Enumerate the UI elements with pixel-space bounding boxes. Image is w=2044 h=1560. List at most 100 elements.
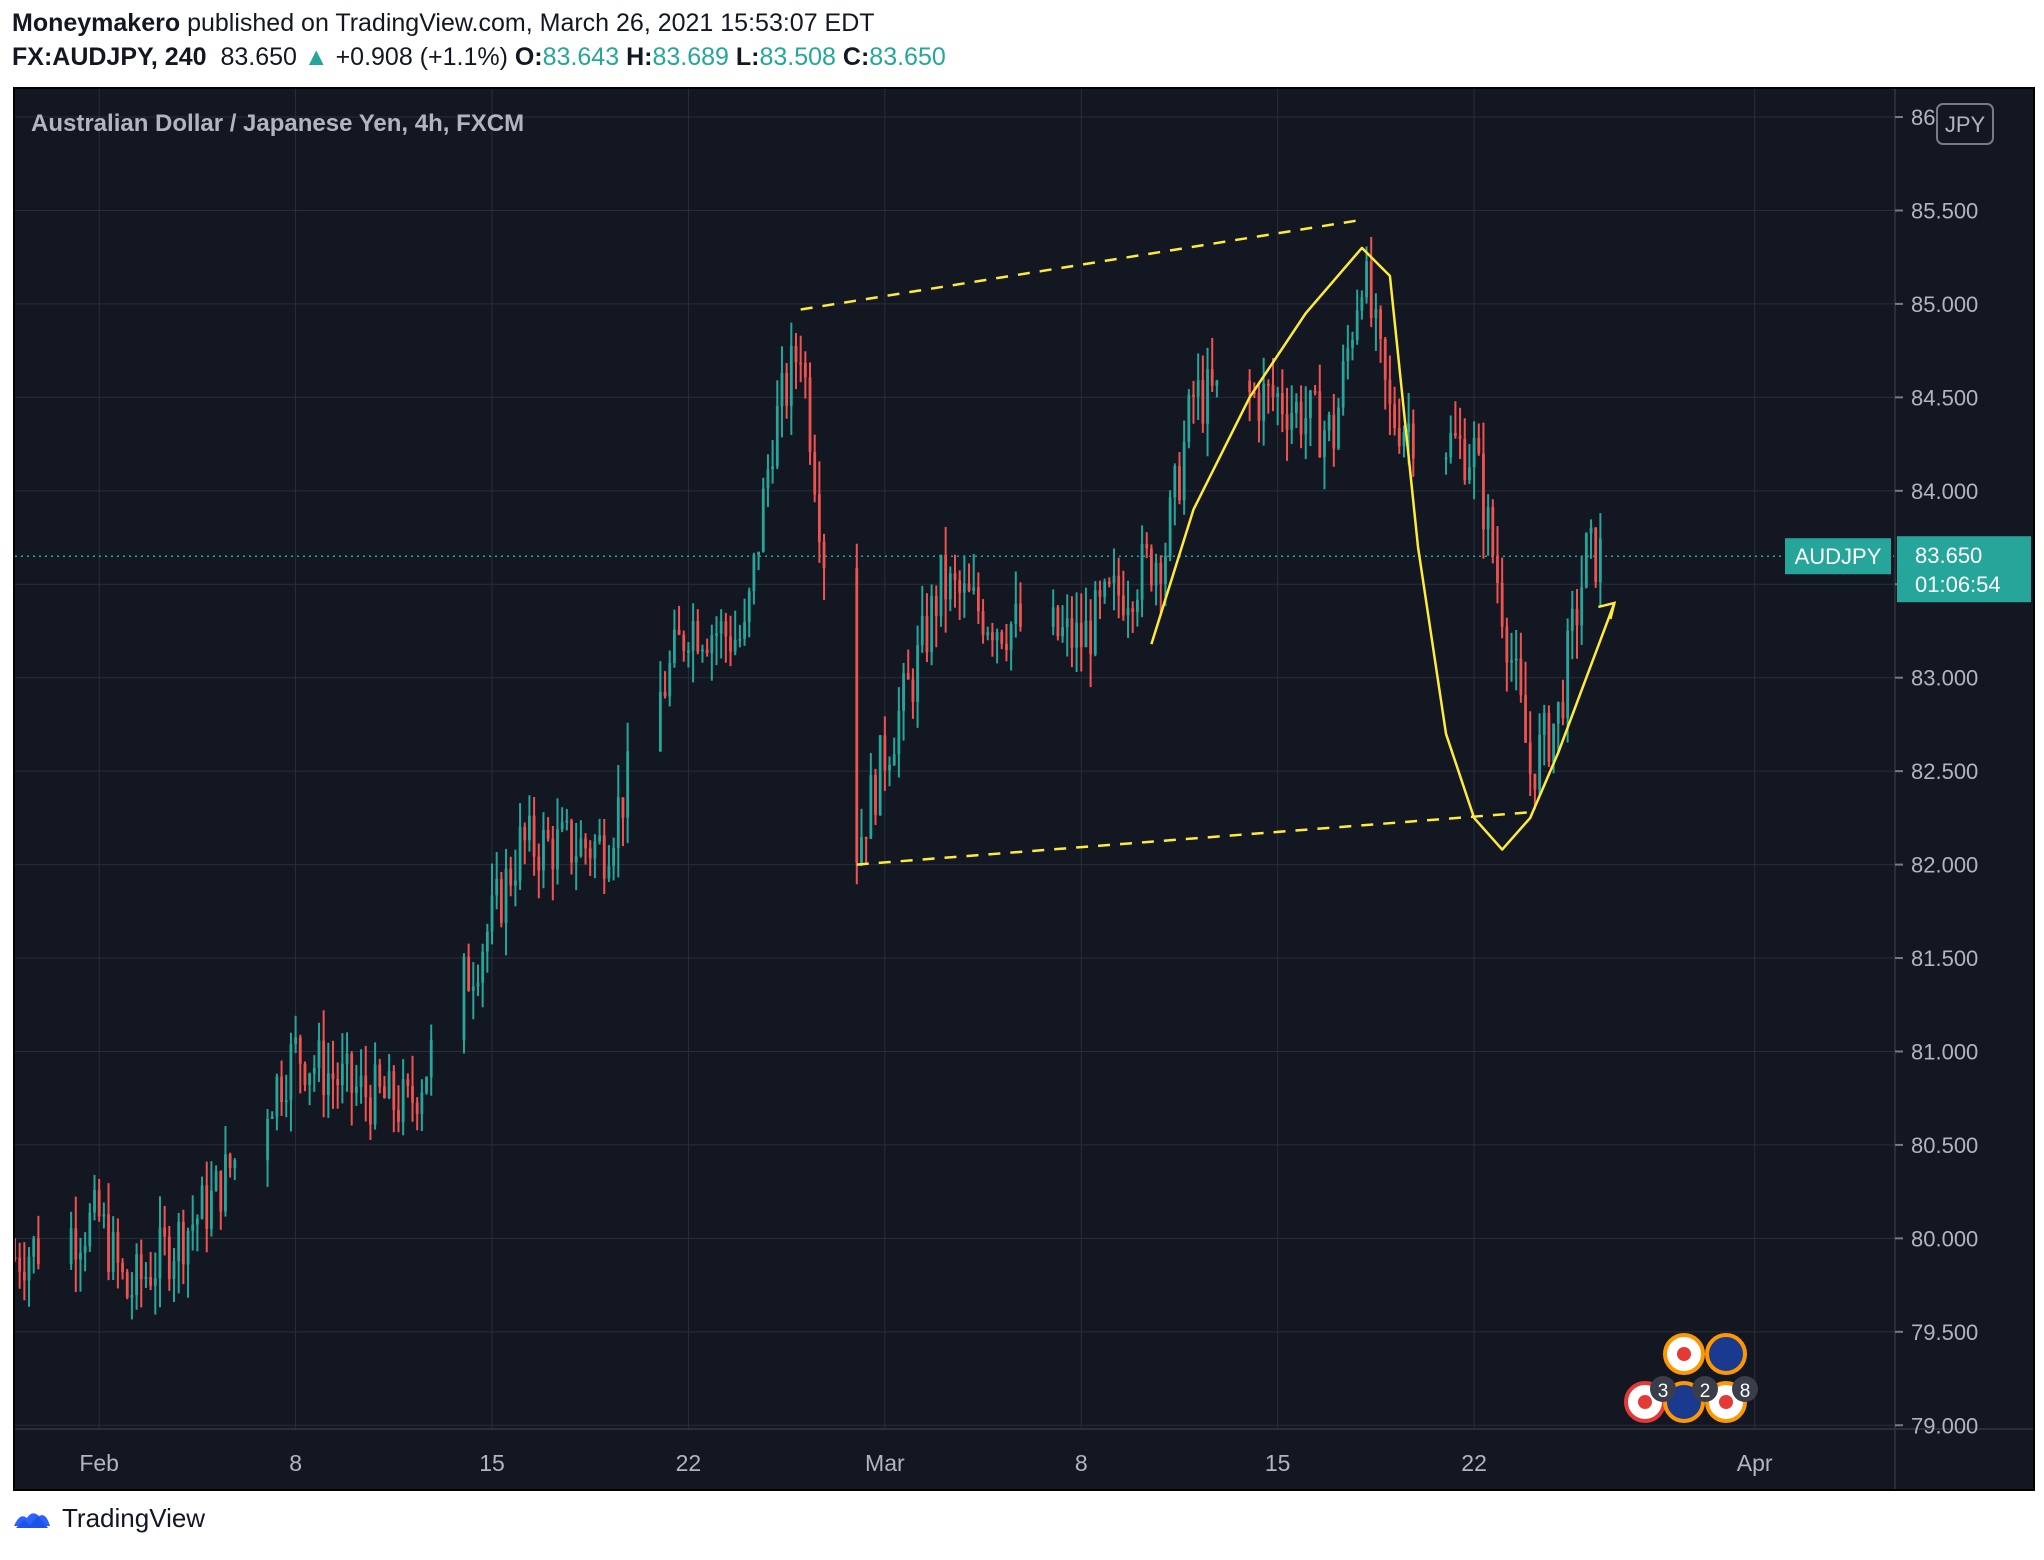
candle-body-down (22, 1271, 26, 1281)
freehand-curve (1150, 246, 1616, 851)
currency-badge[interactable] (1936, 103, 1994, 145)
candle-body-down (925, 615, 929, 653)
candle-body-up (761, 488, 765, 552)
candle-body-down (1313, 390, 1317, 393)
candle-body-up (715, 633, 718, 636)
candle-body-up (668, 662, 672, 697)
candle-body-up (481, 951, 485, 983)
candle-body-down (808, 377, 812, 453)
chart-panel[interactable]: 79.000 79.500 80.000 80.500 81.000 81.500 82.0… (13, 87, 2035, 1491)
candle-body-up (1538, 734, 1541, 790)
candle-body-up (191, 1224, 195, 1231)
candle-body-down (1192, 394, 1195, 397)
candle-body-down (1070, 618, 1074, 648)
trend-line (800, 218, 1363, 311)
candle-body-up (691, 621, 695, 651)
time-axis[interactable]: Feb 8 15 22 Mar 8 15 22 Apr (79, 1450, 1773, 1476)
candle-body-down (1496, 555, 1499, 583)
y-tick-label: 85.500 (1911, 198, 1978, 223)
candle-body-up (266, 1118, 269, 1161)
candle-body-up (743, 622, 746, 640)
candle-body-up (1126, 608, 1130, 616)
candle-body-up (1009, 624, 1013, 651)
candle-body-down (15, 1257, 17, 1260)
candle-body-down (1383, 339, 1387, 380)
candle-body-up (1309, 390, 1312, 419)
candle-body-down (322, 1040, 326, 1096)
candle-body-down (1159, 562, 1163, 585)
x-tick-label: Mar (865, 1450, 905, 1476)
author-name[interactable]: Moneymakero (12, 9, 181, 37)
candle-body-up (1552, 723, 1556, 762)
candle-body-down (1252, 392, 1256, 395)
candle-body-down (546, 829, 550, 839)
jp-flag-dot-icon (1719, 1395, 1733, 1409)
candle-body-up (102, 1214, 106, 1217)
candle-body-down (1505, 626, 1509, 663)
candle-body-down (1519, 658, 1523, 696)
chart-svg[interactable]: 79.000 79.500 80.000 80.500 81.000 81.500 82.0… (15, 89, 2033, 1489)
candle-body-up (1472, 437, 1476, 468)
candle-body-up (308, 1073, 312, 1085)
currency-badge-label: JPY (1945, 112, 1986, 137)
y-tick-label: 84.000 (1911, 479, 1978, 504)
candle-body-up (401, 1079, 405, 1122)
candle-body-down (1079, 622, 1083, 648)
candle-body-down (181, 1221, 185, 1265)
candle-body-down (1257, 392, 1261, 421)
candle-body-up (485, 931, 489, 952)
price-axis[interactable]: 79.000 79.500 80.000 80.500 81.000 81.500 82.0… (1895, 105, 1978, 1438)
candle-body-up (312, 1067, 316, 1074)
y-tick-label: 79.000 (1911, 1413, 1978, 1438)
price-badge-symbol: AUDJPY (1795, 544, 1882, 569)
candle-body-down (364, 1075, 368, 1098)
high-value: 83.689 (652, 43, 729, 71)
candle-body-down (18, 1257, 22, 1272)
event-markers[interactable]: 3 2 8 (1624, 1333, 1758, 1423)
candle-body-up (1051, 607, 1055, 627)
last-price: 83.650 (220, 43, 297, 71)
candle-body-down (1131, 608, 1135, 613)
arrow-head-icon (1598, 601, 1617, 620)
candle-body-down (551, 838, 555, 870)
candle-body-up (752, 554, 756, 592)
candle-body-down (911, 679, 915, 702)
candle-body-down (817, 494, 821, 542)
candle-body-up (345, 1053, 349, 1064)
candle-body-down (976, 587, 980, 612)
candle-body-up (32, 1238, 36, 1257)
candle-body-down (383, 1086, 386, 1098)
candle-body-up (513, 880, 517, 886)
trend-line (856, 811, 1531, 866)
candle-body-down (967, 583, 971, 591)
candle-body-down (785, 373, 789, 406)
y-tick-label: 82.500 (1911, 759, 1978, 784)
candle-body-down (1056, 607, 1060, 637)
candle-body-down (1524, 695, 1527, 743)
candle-body-down (803, 362, 807, 378)
candle-body-up (495, 879, 499, 896)
candle-body-down (107, 1214, 110, 1273)
candle-body-down (1210, 369, 1214, 386)
candle-body-up (1327, 414, 1331, 431)
au-event-icon[interactable] (1705, 1333, 1747, 1375)
symbol-label: FX:AUDJPY, 240 (12, 43, 207, 71)
candle-body-up (294, 1037, 297, 1045)
candle-body-up (1206, 369, 1209, 424)
candle-body-down (1000, 632, 1004, 644)
candle-body-down (378, 1064, 382, 1087)
candle-body-up (733, 639, 737, 652)
candle-body-down (822, 541, 826, 569)
candle-body-up (153, 1278, 157, 1286)
candle-body-down (1150, 548, 1153, 586)
candle-body-down (406, 1079, 410, 1086)
candle-body-down (97, 1189, 101, 1217)
candle-body-up (111, 1231, 115, 1273)
candle-body-up (504, 868, 508, 923)
footer-brand[interactable]: TradingView (62, 1503, 206, 1533)
candle-body-down (1117, 575, 1121, 596)
candle-body-down (1005, 643, 1008, 651)
candle-body-down (1533, 773, 1537, 790)
tradingview-logo-icon[interactable] (12, 1506, 52, 1532)
x-tick-label: 22 (676, 1450, 702, 1476)
